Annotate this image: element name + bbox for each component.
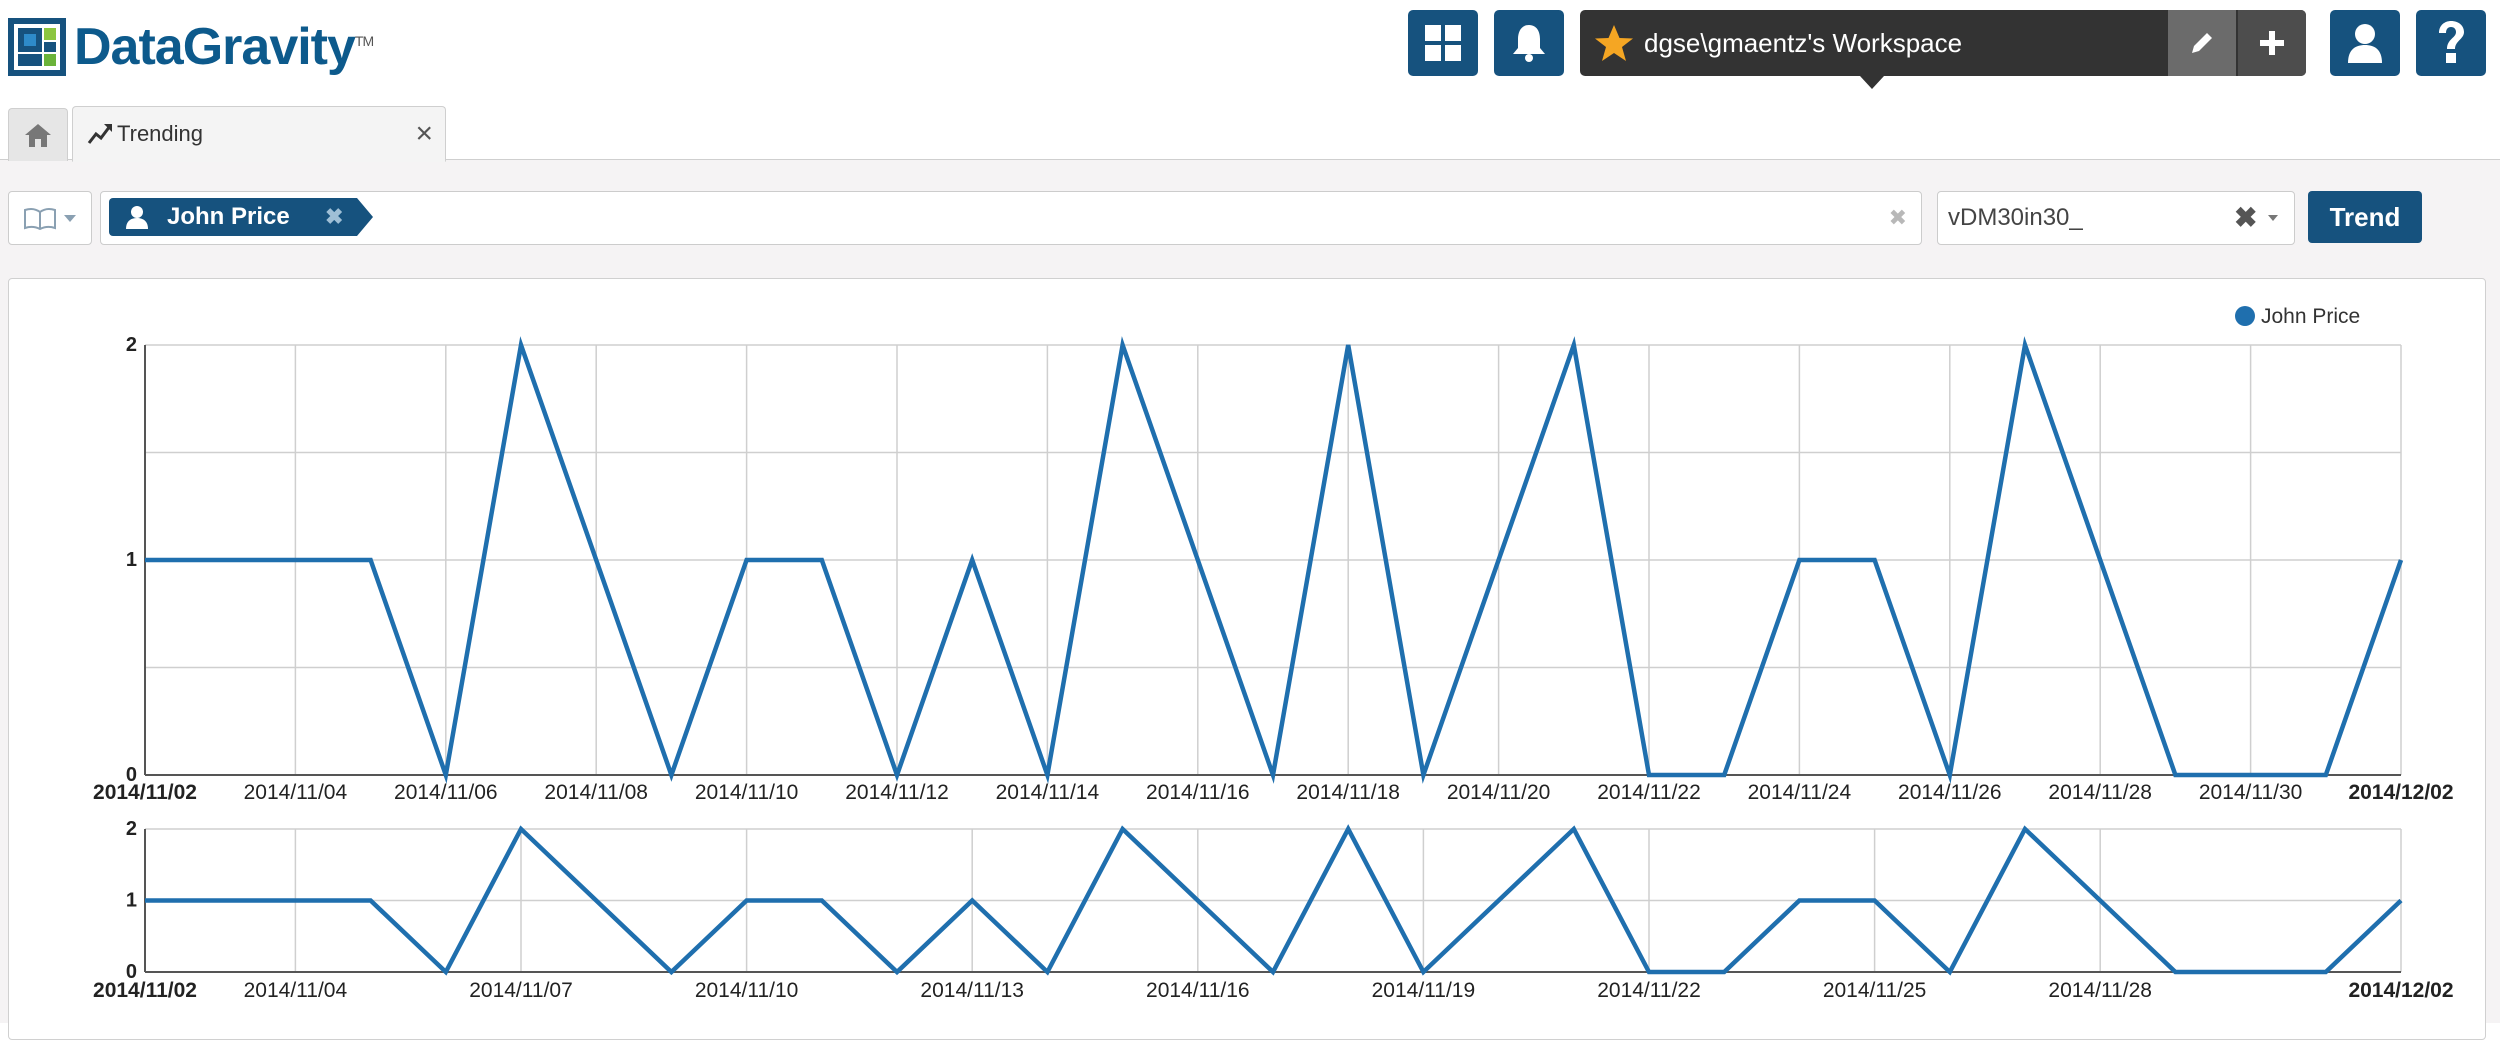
edit-workspace-button[interactable] (2168, 10, 2236, 76)
user-button[interactable] (2330, 10, 2400, 76)
dataset-select[interactable]: vDM30in30_ ✖ (1937, 191, 2295, 245)
workspace-caret (1860, 76, 1884, 89)
legend-label: John Price (2261, 305, 2360, 328)
x-tick-label: 2014/11/20 (1447, 781, 1551, 804)
x-tick-label: 2014/11/10 (695, 979, 799, 1002)
x-tick-label: 2014/11/22 (1597, 781, 1701, 804)
x-tick-label: 2014/11/14 (996, 781, 1100, 804)
x-tick-label: 2014/11/04 (244, 979, 348, 1002)
x-tick-label: 2014/11/12 (845, 781, 949, 804)
chart-panel: 2014/11/02 2014/11/04 2014/11/06 2014/11/08… (8, 278, 2486, 1040)
clear-filter-icon[interactable]: ✖ (1889, 192, 1907, 244)
trend-button[interactable]: Trend (2308, 191, 2422, 243)
datagravity-logo-icon (8, 18, 66, 76)
tab-label: Trending (117, 107, 203, 161)
y-tick-label: 2 (126, 818, 137, 840)
x-tick-label: 2014/11/04 (244, 781, 348, 804)
x-tick-label: 2014/11/25 (1823, 979, 1927, 1002)
book-icon (23, 206, 57, 230)
x-tick-label: 2014/11/16 (1146, 979, 1250, 1002)
y-tick-label: 2 (126, 334, 137, 356)
remove-chip-icon[interactable]: ✖ (325, 198, 343, 236)
x-tick-label: 2014/11/24 (1748, 781, 1852, 804)
pencil-icon (2188, 29, 2216, 57)
legend-marker (2235, 306, 2255, 326)
x-tick-label: 2014/11/10 (695, 781, 799, 804)
bell-icon (1509, 22, 1549, 64)
tab-home[interactable] (8, 108, 68, 161)
y-tick-label: 0 (126, 961, 137, 983)
clear-select-icon[interactable]: ✖ (2234, 192, 2257, 244)
trending-icon (87, 121, 113, 147)
logo[interactable]: DataGravityTM (8, 18, 373, 76)
user-icon (2345, 21, 2385, 65)
x-tick-label: 2014/11/13 (920, 979, 1024, 1002)
tab-trending[interactable]: Trending × (72, 106, 446, 162)
y-tick-label: 1 (126, 549, 137, 571)
x-tick-label: 2014/11/02 (93, 781, 197, 804)
close-tab-icon[interactable]: × (415, 107, 433, 161)
plus-icon (2258, 29, 2286, 57)
home-icon (24, 122, 52, 148)
y-tick-label: 0 (126, 764, 137, 786)
saved-queries-button[interactable] (8, 191, 92, 245)
x-tick-label: 2014/11/28 (2048, 979, 2152, 1002)
help-button[interactable] (2416, 10, 2486, 76)
logo-text: DataGravityTM (74, 18, 373, 76)
x-tick-label: 2014/11/07 (469, 979, 573, 1002)
select-value: vDM30in30_ (1948, 192, 2083, 244)
star-icon[interactable] (1592, 22, 1636, 66)
x-tick-label: 2014/11/08 (544, 781, 648, 804)
x-tick-label: 2014/11/22 (1597, 979, 1701, 1002)
x-tick-label: 2014/11/19 (1372, 979, 1476, 1002)
chip-label: John Price (167, 198, 290, 236)
x-tick-label: 2014/11/26 (1898, 781, 2002, 804)
filter-input[interactable]: John Price ✖ ✖ (100, 191, 1922, 245)
chevron-down-icon (63, 213, 77, 223)
grid-icon (1423, 23, 1463, 63)
chevron-down-icon[interactable] (2268, 215, 2278, 221)
x-tick-label: 2014/11/18 (1296, 781, 1400, 804)
x-tick-label: 2014/11/28 (2048, 781, 2152, 804)
trend-chart[interactable]: 2014/11/02 2014/11/04 2014/11/06 2014/11/08… (9, 279, 2485, 1024)
x-tick-label: 2014/11/16 (1146, 781, 1250, 804)
add-workspace-button[interactable] (2238, 10, 2306, 76)
workspace-name[interactable]: dgse\gmaentz's Workspace (1644, 10, 1962, 76)
x-tick-label: 2014/12/02 (2348, 781, 2453, 804)
x-tick-label: 2014/11/30 (2199, 781, 2303, 804)
question-icon (2431, 19, 2471, 67)
y-tick-label: 1 (126, 890, 137, 912)
workspace-selector[interactable]: dgse\gmaentz's Workspace (1580, 10, 2306, 76)
dashboard-button[interactable] (1408, 10, 1478, 76)
notifications-button[interactable] (1494, 10, 1564, 76)
user-icon (125, 205, 149, 229)
filter-chip[interactable]: John Price ✖ (109, 198, 371, 236)
x-tick-label: 2014/11/06 (394, 781, 498, 804)
x-tick-label: 2014/12/02 (2348, 979, 2453, 1002)
x-tick-label: 2014/11/02 (93, 979, 197, 1002)
